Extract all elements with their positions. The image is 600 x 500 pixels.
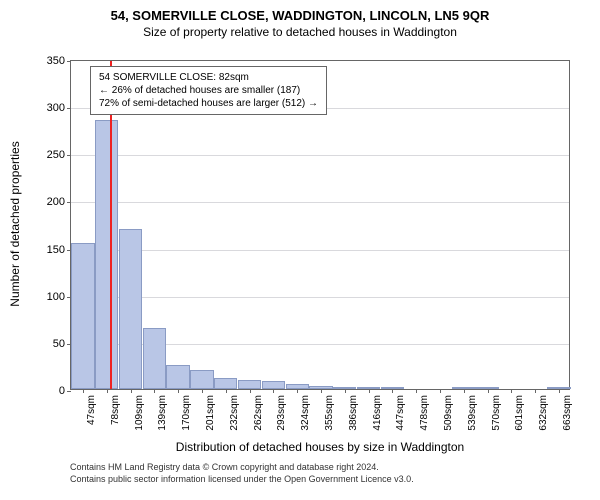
- x-tick-mark: [226, 389, 227, 393]
- grid-line: [71, 155, 569, 156]
- x-tick-mark: [464, 389, 465, 393]
- y-tick-mark: [67, 61, 71, 62]
- histogram-bar: [143, 328, 166, 389]
- x-tick-label: 293sqm: [276, 395, 287, 431]
- x-tick-label: 232sqm: [229, 395, 240, 431]
- grid-line: [71, 297, 569, 298]
- x-tick-label: 386sqm: [348, 395, 359, 431]
- histogram-bar: [190, 370, 213, 389]
- x-tick-mark: [559, 389, 560, 393]
- x-tick-label: 262sqm: [253, 395, 264, 431]
- footer-line-1: Contains HM Land Registry data © Crown c…: [70, 462, 379, 472]
- y-tick-label: 50: [53, 338, 65, 350]
- x-tick-mark: [321, 389, 322, 393]
- histogram-bar: [71, 243, 94, 389]
- grid-line: [71, 202, 569, 203]
- x-tick-label: 539sqm: [467, 395, 478, 431]
- y-tick-label: 300: [47, 102, 65, 114]
- y-tick-label: 200: [47, 196, 65, 208]
- histogram-bar: [214, 378, 237, 389]
- annotation-line-1: 54 SOMERVILLE CLOSE: 82sqm: [99, 71, 318, 84]
- y-tick-label: 100: [47, 291, 65, 303]
- x-tick-label: 139sqm: [157, 395, 168, 431]
- x-tick-mark: [131, 389, 132, 393]
- annotation-line-2: ← 26% of detached houses are smaller (18…: [99, 84, 318, 97]
- y-tick-mark: [67, 202, 71, 203]
- x-tick-mark: [202, 389, 203, 393]
- x-tick-label: 632sqm: [538, 395, 549, 431]
- x-tick-mark: [107, 389, 108, 393]
- x-tick-label: 478sqm: [419, 395, 430, 431]
- x-tick-label: 78sqm: [110, 395, 121, 425]
- y-tick-label: 150: [47, 244, 65, 256]
- x-tick-label: 355sqm: [324, 395, 335, 431]
- histogram-bar: [95, 120, 118, 389]
- chart-address-title: 54, SOMERVILLE CLOSE, WADDINGTON, LINCOL…: [0, 0, 600, 23]
- x-tick-label: 109sqm: [134, 395, 145, 431]
- annotation-line-3: 72% of semi-detached houses are larger (…: [99, 97, 318, 110]
- histogram-bar: [262, 381, 285, 389]
- histogram-bar: [119, 229, 142, 389]
- y-tick-label: 0: [59, 385, 65, 397]
- histogram-bar: [166, 365, 189, 389]
- x-tick-label: 570sqm: [491, 395, 502, 431]
- x-tick-mark: [273, 389, 274, 393]
- x-tick-mark: [511, 389, 512, 393]
- footer-line-2: Contains public sector information licen…: [70, 474, 414, 484]
- x-tick-label: 324sqm: [300, 395, 311, 431]
- x-tick-mark: [297, 389, 298, 393]
- x-tick-label: 416sqm: [372, 395, 383, 431]
- x-tick-mark: [440, 389, 441, 393]
- x-tick-mark: [416, 389, 417, 393]
- x-tick-label: 601sqm: [514, 395, 525, 431]
- y-axis-label: Number of detached properties: [8, 134, 22, 314]
- x-tick-mark: [345, 389, 346, 393]
- x-tick-label: 47sqm: [86, 395, 97, 425]
- x-tick-label: 509sqm: [443, 395, 454, 431]
- x-tick-label: 447sqm: [395, 395, 406, 431]
- x-tick-mark: [154, 389, 155, 393]
- y-tick-mark: [67, 155, 71, 156]
- x-tick-label: 663sqm: [562, 395, 573, 431]
- x-tick-mark: [250, 389, 251, 393]
- x-axis-label: Distribution of detached houses by size …: [70, 440, 570, 454]
- y-tick-label: 350: [47, 55, 65, 67]
- x-tick-mark: [535, 389, 536, 393]
- x-tick-mark: [488, 389, 489, 393]
- y-tick-mark: [67, 108, 71, 109]
- x-tick-mark: [83, 389, 84, 393]
- annotation-box: 54 SOMERVILLE CLOSE: 82sqm ← 26% of deta…: [90, 66, 327, 115]
- histogram-bar: [238, 380, 261, 389]
- x-tick-mark: [392, 389, 393, 393]
- y-tick-label: 250: [47, 149, 65, 161]
- x-tick-mark: [178, 389, 179, 393]
- chart-subtitle: Size of property relative to detached ho…: [0, 23, 600, 39]
- x-tick-label: 170sqm: [181, 395, 192, 431]
- y-tick-mark: [67, 391, 71, 392]
- x-tick-label: 201sqm: [205, 395, 216, 431]
- x-tick-mark: [369, 389, 370, 393]
- grid-line: [71, 250, 569, 251]
